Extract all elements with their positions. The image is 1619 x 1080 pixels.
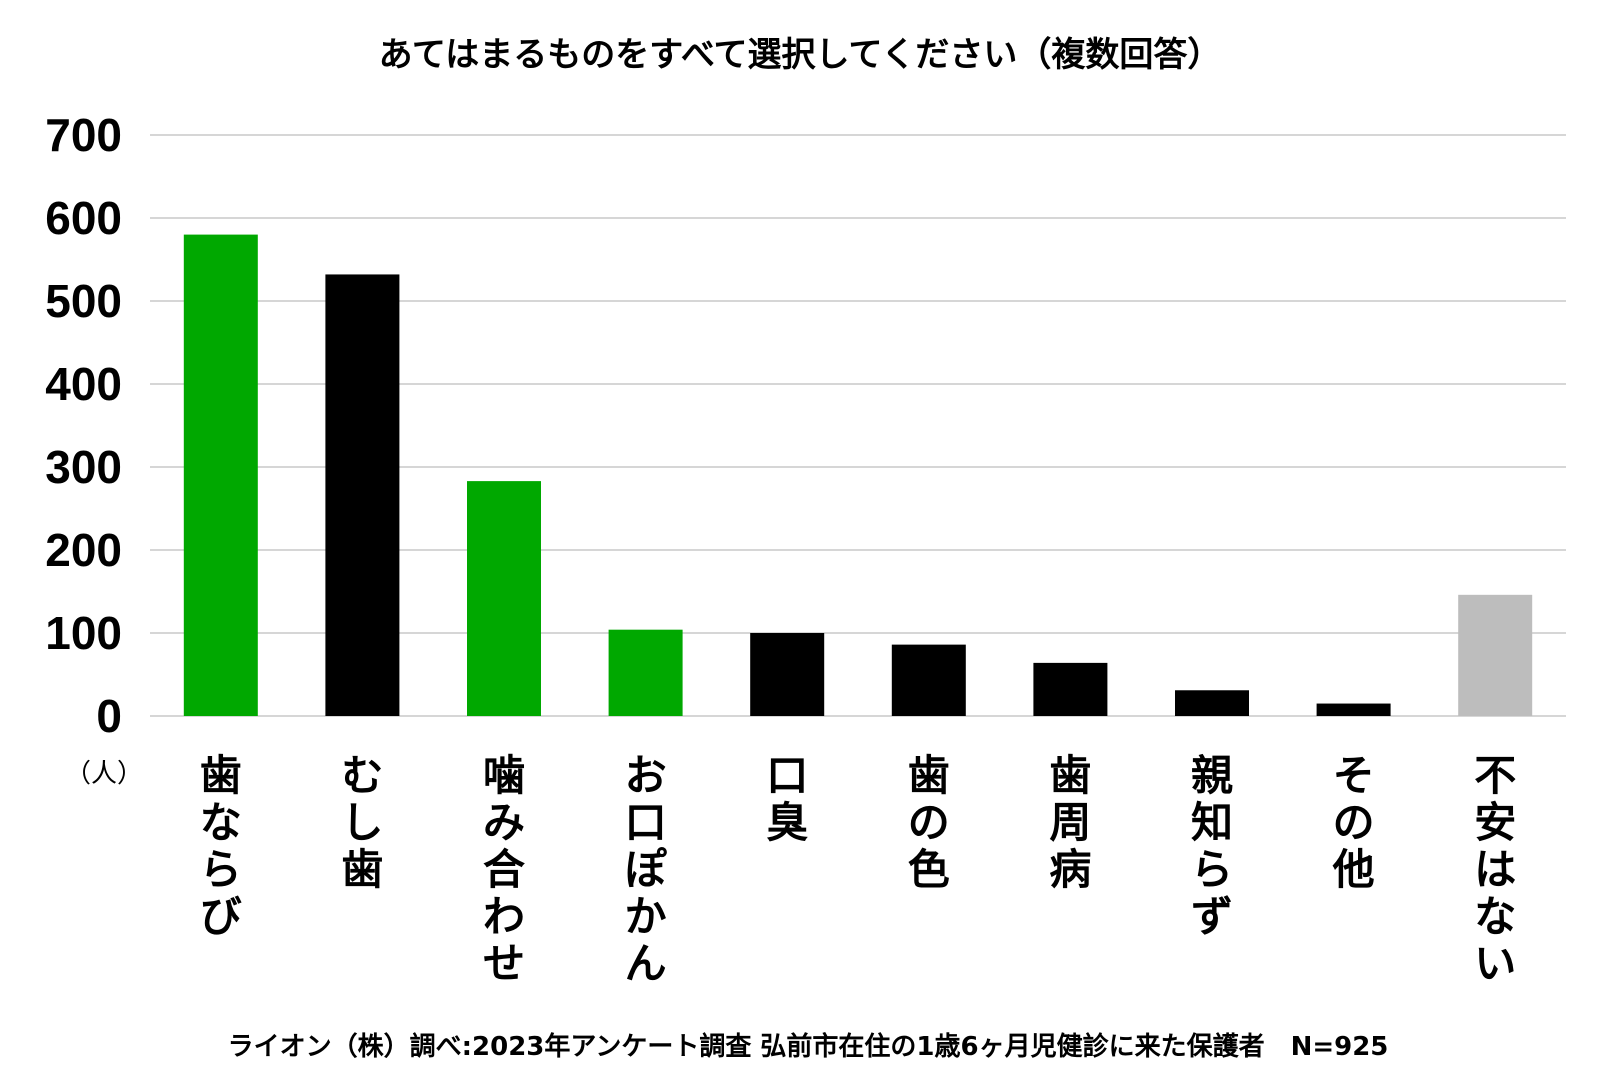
bar — [1175, 690, 1249, 716]
unit-label: （人） — [65, 759, 143, 789]
bar — [891, 644, 966, 716]
y-tick-label: 700 — [45, 109, 122, 161]
x-category-label: 不安はない — [1474, 751, 1516, 988]
x-category-label: 歯ならび — [200, 751, 242, 941]
chart-title: あてはまるものをすべて選択してください（複数回答） — [379, 35, 1222, 75]
bar — [325, 274, 400, 716]
x-axis-labels: 歯ならび むし歯 噛み合わせ お口ぽかん 口臭 歯の色 歯周病 親知らず その他 不安はない — [200, 751, 1516, 988]
bar — [1316, 703, 1391, 716]
bar — [608, 629, 683, 716]
bar — [750, 633, 825, 716]
x-category-label: 口臭 — [766, 751, 808, 847]
bars — [183, 234, 1533, 716]
bar — [183, 234, 258, 716]
bar — [1458, 594, 1533, 716]
y-tick-label: 400 — [45, 358, 122, 410]
x-category-label: 噛み合わせ — [483, 751, 525, 988]
y-tick-label: 600 — [45, 192, 122, 244]
y-tick-label: 100 — [45, 607, 122, 659]
y-tick-label: 200 — [45, 524, 122, 576]
y-axis-ticks: 0 100 200 300 400 500 600 700 — [45, 109, 122, 742]
y-tick-label: 0 — [96, 690, 122, 742]
footnote: ライオン（株）調べ:2023年アンケート調査 弘前市在住の1歳6ヶ月児健診に来た… — [228, 1031, 1389, 1062]
x-category-label: その他 — [1332, 751, 1375, 894]
x-category-label: お口ぽかん — [625, 751, 668, 988]
x-category-label: むし歯 — [341, 751, 383, 894]
bar — [1033, 662, 1108, 716]
x-category-label: 親知らず — [1191, 751, 1233, 941]
y-tick-label: 500 — [45, 275, 122, 327]
x-category-label: 歯周病 — [1049, 751, 1091, 894]
y-tick-label: 300 — [45, 441, 122, 493]
x-category-label: 歯の色 — [908, 751, 950, 894]
bar — [467, 481, 541, 716]
